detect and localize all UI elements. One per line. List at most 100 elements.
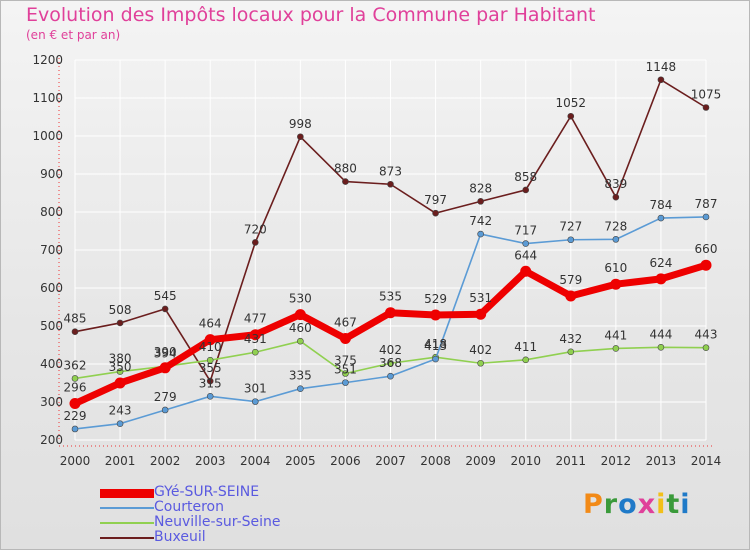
data-point (610, 278, 622, 290)
logo-letter: i (656, 489, 667, 520)
proxiti-logo: Proxiti (583, 489, 691, 520)
data-label: 432 (559, 332, 582, 346)
data-label: 1148 (646, 60, 677, 74)
y-tick-label: 300 (40, 395, 63, 409)
data-point (71, 375, 79, 382)
grid (74, 59, 707, 441)
data-point (567, 348, 575, 356)
data-label: 243 (109, 404, 132, 418)
x-tick-label: 2011 (556, 454, 587, 468)
logo-letter: i (680, 489, 691, 520)
data-point (204, 334, 216, 346)
data-label: 394 (154, 346, 177, 360)
data-point (159, 362, 171, 374)
logo-letter: r (603, 489, 619, 520)
logo-letter: x (637, 489, 657, 520)
legend-swatch-neuville (100, 521, 154, 524)
data-label: 529 (424, 292, 447, 306)
data-point (567, 236, 575, 244)
data-point (297, 133, 304, 141)
data-label: 787 (695, 197, 718, 211)
chart-subtitle: (en € et par an) (26, 28, 121, 42)
data-label: 624 (649, 256, 672, 270)
data-point (251, 239, 259, 246)
data-point (522, 356, 530, 364)
y-tick-label: 1100 (32, 91, 63, 105)
legend-label-gye: GYé-SUR-SEINE (154, 484, 260, 500)
x-tick-label: 2000 (60, 454, 91, 468)
data-point (342, 370, 349, 377)
data-label: 610 (604, 261, 627, 275)
data-point (206, 377, 214, 385)
logo-letter: o (618, 489, 638, 520)
y-tick-label: 900 (40, 167, 63, 181)
x-tick-label: 2013 (646, 454, 677, 468)
data-point (522, 186, 530, 194)
legend-swatch-courteron (100, 506, 154, 509)
data-label: 418 (424, 337, 447, 351)
data-label: 315 (199, 376, 222, 390)
x-tick-label: 2004 (240, 454, 271, 468)
x-tick-label: 2002 (150, 454, 181, 468)
y-tick-label: 500 (40, 319, 63, 333)
x-tick-label: 2008 (420, 454, 451, 468)
legend-label-neuville: Neuville-sur-Seine (154, 514, 281, 530)
data-point (385, 307, 396, 319)
data-point (702, 344, 710, 351)
data-label: 355 (199, 361, 222, 375)
data-label: 508 (109, 303, 132, 317)
data-label: 858 (514, 170, 537, 184)
data-label: 380 (109, 352, 132, 366)
data-label: 441 (604, 328, 627, 342)
x-tick-label: 2003 (195, 454, 226, 468)
legend-swatch-gye (100, 488, 154, 498)
data-label: 839 (604, 177, 627, 191)
data-point (206, 356, 214, 364)
data-label: 411 (514, 340, 537, 354)
data-label: 368 (379, 356, 402, 370)
x-tick-label: 2005 (285, 454, 316, 468)
data-point (387, 359, 394, 367)
x-tick-label: 2010 (510, 454, 541, 468)
data-point (206, 392, 214, 400)
data-point (387, 372, 394, 380)
data-label: 296 (64, 381, 87, 395)
legend-label-buxeuil: Buxeuil (154, 529, 206, 545)
data-label: 784 (649, 198, 672, 212)
legend-swatch-buxeuil (100, 536, 154, 539)
data-point (475, 308, 487, 320)
data-point (432, 355, 439, 363)
data-point (477, 198, 484, 205)
data-point (71, 425, 79, 433)
data-label: 1052 (556, 96, 587, 110)
y-tick-label: 400 (40, 357, 63, 371)
data-label: 351 (334, 363, 357, 377)
data-point (612, 193, 620, 201)
y-tick-label: 800 (40, 205, 63, 219)
data-label: 402 (379, 343, 402, 357)
data-label: 444 (649, 327, 672, 341)
data-label: 880 (334, 162, 357, 176)
data-point (342, 178, 349, 185)
data-labels: 485 508 545 355 720 998 880 873 797 828 858 1052 839… (64, 60, 722, 423)
x-tick-label: 2006 (330, 454, 361, 468)
data-point (700, 259, 712, 271)
data-point (612, 236, 620, 243)
data-label: 644 (514, 248, 537, 262)
data-label: 464 (199, 317, 222, 331)
data-label: 477 (244, 312, 267, 326)
data-point (249, 329, 261, 341)
data-point (116, 319, 124, 327)
data-label: 531 (469, 291, 492, 305)
data-point (657, 76, 665, 84)
x-tick-label: 2009 (465, 454, 496, 468)
data-label: 828 (469, 181, 492, 195)
data-label: 728 (604, 219, 627, 233)
y-tick-label: 600 (40, 281, 63, 295)
data-label: 350 (109, 360, 132, 374)
data-point (116, 368, 124, 375)
data-label: 229 (64, 409, 87, 423)
y-tick-label: 200 (40, 433, 63, 447)
data-label: 410 (199, 340, 222, 354)
data-point (69, 398, 81, 410)
